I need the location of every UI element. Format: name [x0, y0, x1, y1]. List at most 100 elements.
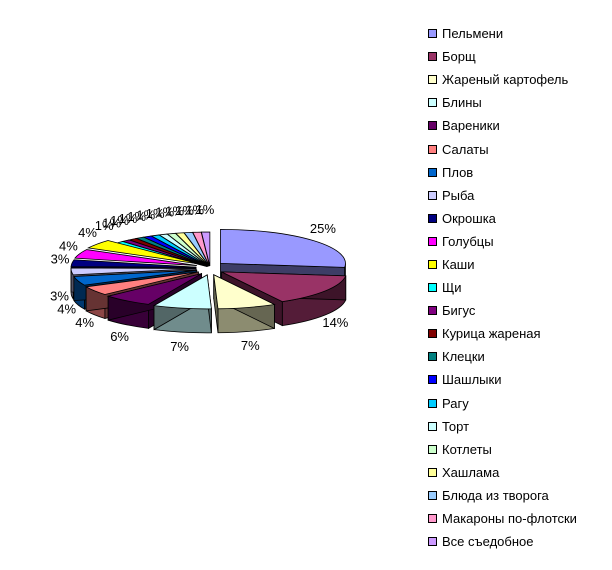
pie-slice-10	[87, 240, 199, 265]
legend-item: Блины	[428, 91, 610, 114]
legend-swatch	[428, 52, 437, 62]
pie-data-label: 4%	[75, 315, 94, 330]
pie-slice-top	[84, 271, 199, 295]
pie-data-label: 25%	[310, 221, 336, 236]
pie-data-label: 1%	[165, 204, 184, 219]
pie-slice-top	[73, 269, 197, 286]
legend-label: Торт	[442, 418, 470, 434]
pie-data-label: 1%	[185, 202, 204, 217]
legend-label: Блины	[442, 95, 482, 111]
pie-slice-2	[213, 274, 276, 334]
legend-label: Все съедобное	[442, 534, 534, 550]
legend-item: Торт	[428, 415, 610, 438]
legend-label: Клецки	[442, 349, 485, 365]
chart-legend: Пельмени Борщ Жареный картофель Блины Варени…	[428, 22, 610, 553]
legend-item: Макароны по-флотски	[428, 507, 610, 530]
pie-slice-top	[220, 228, 346, 268]
legend-label: Шашлыки	[442, 372, 502, 388]
pie-slice-top	[70, 259, 197, 268]
legend-swatch	[428, 306, 437, 316]
legend-label: Плов	[442, 164, 474, 180]
pie-data-label: 1%	[127, 209, 146, 224]
legend-label: Каши	[442, 256, 475, 272]
legend-swatch	[428, 283, 437, 293]
legend-swatch	[428, 398, 437, 408]
legend-item: Курица жареная	[428, 322, 610, 345]
legend-item: Клецки	[428, 345, 610, 368]
legend-item: Каши	[428, 253, 610, 276]
legend-item: Окрошка	[428, 207, 610, 230]
legend-label: Жареный картофель	[442, 72, 569, 88]
legend-swatch	[428, 259, 437, 269]
pie-slices	[70, 228, 347, 334]
legend-swatch	[428, 75, 437, 85]
pie-slice-top	[87, 240, 199, 265]
legend-swatch	[428, 236, 437, 246]
legend-item: Салаты	[428, 137, 610, 160]
pie-data-label: 1%	[196, 202, 215, 217]
pie-data-label: 1%	[95, 218, 114, 233]
pie-slice-top	[152, 274, 212, 310]
legend-label: Окрошка	[442, 210, 496, 226]
pie-data-label: 4%	[57, 302, 76, 317]
pie-data-label: 14%	[322, 315, 348, 330]
legend-swatch	[428, 514, 437, 524]
legend-label: Блюда из творога	[442, 487, 549, 503]
legend-item: Блюда из творога	[428, 484, 610, 507]
legend-label: Пельмени	[442, 26, 504, 42]
legend-label: Щи	[442, 280, 462, 296]
pie-data-label: 1%	[175, 203, 194, 218]
pie-data-label: 3%	[51, 251, 70, 266]
legend-swatch	[428, 329, 437, 339]
legend-label: Бигус	[442, 303, 476, 319]
pie-data-label: 7%	[170, 339, 189, 354]
pie-data-label: 1%	[136, 207, 155, 222]
legend-item: Шашлыки	[428, 368, 610, 391]
pie-data-labels: 25%14%7%7%6%4%4%3%3%4%4%1%1%1%1%1%1%1%1%…	[50, 202, 349, 354]
legend-swatch	[428, 444, 437, 454]
legend-label: Борщ	[442, 49, 476, 65]
legend-swatch	[428, 29, 437, 39]
pie-data-label: 4%	[78, 225, 97, 240]
legend-item: Котлеты	[428, 438, 610, 461]
legend-item: Пельмени	[428, 22, 610, 45]
legend-swatch	[428, 421, 437, 431]
legend-item: Хашлама	[428, 461, 610, 484]
pie-data-label: 1%	[146, 206, 165, 221]
legend-item: Бигус	[428, 299, 610, 322]
legend-swatch	[428, 352, 437, 362]
legend-swatch	[428, 98, 437, 108]
pie-slice-top	[74, 249, 197, 266]
pie-data-label: 1%	[155, 205, 174, 220]
legend-label: Рагу	[442, 395, 469, 411]
legend-item: Рагу	[428, 392, 610, 415]
pie-slice-3	[152, 274, 212, 334]
legend-label: Вареники	[442, 118, 500, 134]
pie-data-label: 1%	[102, 216, 121, 231]
legend-item: Все съедобное	[428, 530, 610, 553]
pie-data-label: 1%	[110, 213, 129, 228]
legend-item: Плов	[428, 161, 610, 184]
pie-slice-top	[70, 267, 197, 276]
legend-swatch	[428, 144, 437, 154]
pie-slice-top	[221, 271, 347, 303]
legend-item: Рыба	[428, 184, 610, 207]
pie-data-label: 6%	[110, 329, 129, 344]
legend-swatch	[428, 490, 437, 500]
legend-swatch	[428, 467, 437, 477]
legend-swatch	[428, 375, 437, 385]
legend-item: Щи	[428, 276, 610, 299]
legend-item: Голубцы	[428, 230, 610, 253]
legend-label: Курица жареная	[442, 326, 541, 342]
legend-swatch	[428, 213, 437, 223]
pie-data-label: 1%	[119, 211, 138, 226]
pie-data-label: 7%	[241, 338, 260, 353]
pie-slice-top	[106, 273, 202, 305]
legend-swatch	[428, 167, 437, 177]
legend-label: Котлеты	[442, 441, 492, 457]
legend-label: Макароны по-флотски	[442, 511, 577, 527]
legend-swatch	[428, 190, 437, 200]
legend-label: Хашлама	[442, 464, 500, 480]
pie-slice-9	[74, 249, 197, 266]
